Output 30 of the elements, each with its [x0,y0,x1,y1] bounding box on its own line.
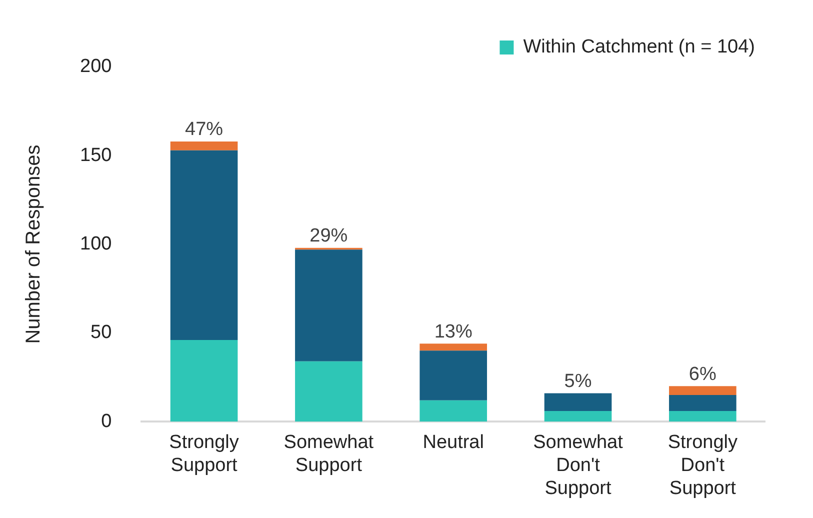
y-tick-label: 100 [80,234,112,255]
bar [420,400,488,422]
x-tick-label: Somewhat Support [284,432,374,476]
y-tick-label: 0 [101,410,112,432]
y-tick-label: 200 [80,56,112,78]
bar [170,141,238,150]
y-tick-label: 150 [80,144,112,166]
annotation: 13% [434,321,472,342]
bar [544,393,612,411]
bar [295,250,362,362]
bar [420,350,488,400]
x-tick-label: Strongly Don't Support [668,432,738,499]
bar [295,361,362,422]
legend-label: Within Catchment (n = 104) [523,36,755,58]
annotation: 29% [310,226,348,247]
y-tick-label: 50 [90,322,112,344]
bar [544,410,612,422]
y-axis-title: Number of Responses [22,144,45,344]
bar [669,410,736,422]
annotation: 5% [564,370,592,392]
bar [669,395,736,411]
bar [170,340,238,422]
x-tick-label: Somewhat Don't Support [533,432,624,499]
bar [420,344,488,351]
bar [669,386,736,396]
annotation: 6% [688,364,717,385]
bar [170,150,238,340]
x-tick-label: Strongly Support [169,432,240,476]
x-tick-label: Neutral [422,432,484,454]
annotation: 47% [185,119,224,140]
